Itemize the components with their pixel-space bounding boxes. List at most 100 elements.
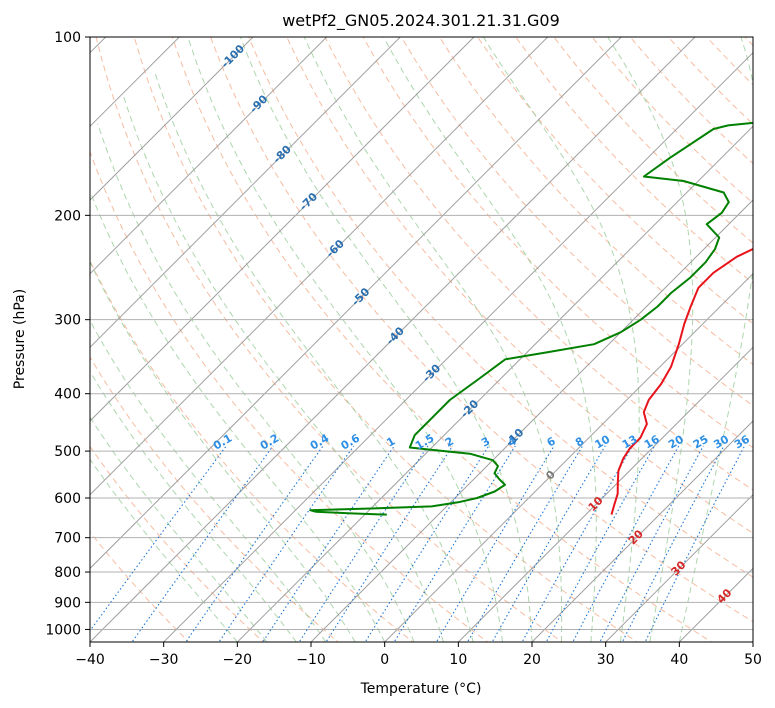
dry-adiabat — [90, 445, 265, 642]
y-tick-label: 200 — [54, 208, 81, 224]
x-tick-label: 10 — [449, 652, 467, 668]
x-tick-label: −30 — [149, 652, 179, 668]
isotherm-label: 0 — [543, 468, 558, 483]
mixing-ratio-line — [185, 445, 324, 642]
mixing-ratio-line — [545, 445, 656, 642]
mixing-ratio-line — [393, 445, 516, 642]
mixing-ratio-label: 0.2 — [258, 432, 281, 453]
y-tick-label: 600 — [54, 491, 81, 507]
mixing-ratio-label: 30 — [711, 432, 731, 451]
mixing-ratio-line — [262, 445, 395, 642]
y-tick-label: 100 — [54, 30, 81, 46]
mixing-ratio-line — [364, 445, 490, 642]
moist-adiabat — [607, 37, 694, 642]
temperature-profile-line — [610, 247, 753, 515]
mixing-ratio-line — [466, 445, 584, 642]
y-tick-label: 500 — [54, 444, 81, 460]
mixing-ratio-line — [599, 445, 704, 642]
x-tick-label: −10 — [296, 652, 326, 668]
dry-adiabat — [90, 259, 414, 642]
dry-adiabat — [324, 37, 753, 491]
isotherm — [604, 493, 753, 642]
isotherm — [457, 346, 753, 642]
y-tick-label: 400 — [54, 387, 81, 403]
moist-adiabat — [482, 37, 640, 642]
mixing-ratio-label: 25 — [691, 433, 711, 452]
dry-adiabat — [90, 150, 489, 642]
dry-adiabat — [591, 37, 753, 204]
y-tick-label: 900 — [54, 595, 81, 611]
moist-adiabat — [678, 37, 753, 642]
background-lines — [0, 10, 753, 654]
moist-adiabat — [90, 370, 297, 642]
isotherm — [90, 37, 328, 275]
mixing-ratio-label: 6 — [545, 434, 558, 449]
moist-adiabat — [239, 37, 533, 642]
moist-adiabat — [90, 319, 327, 642]
mixing-ratio-line — [491, 445, 606, 642]
dry-adiabat — [438, 37, 753, 366]
dry-adiabat — [210, 37, 753, 623]
dewpoint-profile-line — [309, 121, 753, 516]
mixing-ratio-label: 10 — [592, 432, 612, 451]
dry-adiabat — [744, 37, 753, 47]
moist-adiabat — [90, 260, 356, 642]
y-tick-label: 300 — [54, 313, 81, 329]
mixing-ratio-label: 1 — [384, 435, 397, 450]
x-axis-title: Temperature (°C) — [360, 681, 482, 697]
isotherm — [236, 125, 753, 642]
mixing-ratio-line — [218, 445, 355, 642]
dry-adiabat — [286, 37, 753, 534]
y-tick-label: 800 — [54, 565, 81, 581]
moist-adiabat — [90, 189, 386, 642]
mixing-ratio-label: 0.1 — [211, 432, 234, 453]
mixing-ratio-label: 0.6 — [339, 431, 363, 452]
x-tick-label: −20 — [223, 652, 253, 668]
isotherm — [90, 37, 254, 201]
isotherm — [752, 641, 753, 642]
isotherm — [383, 272, 753, 642]
mixing-ratio-label: 0.4 — [308, 431, 332, 452]
isotherm — [162, 51, 753, 642]
chart-title: wetPf2_GN05.2024.301.21.31.G09 — [282, 11, 560, 31]
dry-adiabat — [400, 37, 753, 407]
moist-adiabat — [90, 416, 268, 642]
isotherm — [531, 420, 753, 642]
x-axis-ticks: −40 −30 −20 −10 0 10 20 30 40 50 — [75, 642, 762, 668]
mixing-ratio-line — [572, 445, 680, 642]
y-axis-title: Pressure (hPa) — [12, 289, 28, 389]
isotherm — [90, 37, 696, 642]
isotherm — [90, 37, 623, 570]
mixing-ratio-line — [298, 445, 429, 642]
x-tick-label: 40 — [670, 652, 688, 668]
isotherm — [90, 37, 549, 496]
isotherm — [90, 37, 475, 422]
isotherm-label: -20 — [458, 397, 481, 420]
x-tick-label: 50 — [744, 652, 762, 668]
x-tick-label: 30 — [597, 652, 615, 668]
dry-adiabat — [362, 37, 753, 449]
moist-adiabat — [97, 123, 415, 642]
dry-adiabat — [553, 37, 753, 244]
isotherm — [90, 37, 181, 128]
mixing-ratio-label: 2 — [443, 435, 456, 450]
moist-adiabat — [122, 94, 445, 642]
x-tick-label: −40 — [75, 652, 105, 668]
moist-adiabat — [154, 72, 474, 642]
isotherm — [678, 567, 753, 642]
dry-adiabat — [477, 37, 753, 325]
moist-adiabat — [383, 37, 597, 642]
y-tick-label: 700 — [54, 531, 81, 547]
dry-adiabat — [515, 37, 753, 284]
isotherm — [310, 199, 753, 642]
moist-adiabat — [303, 37, 563, 642]
isotherm — [0, 10, 59, 654]
mixing-ratio-label: 13 — [620, 433, 640, 452]
sounding-lines — [309, 121, 753, 516]
plot-frame — [89, 36, 754, 643]
y-axis-ticks: 100 200 300 400 500 600 700 800 900 1000 — [45, 30, 90, 638]
mixing-ratio-line — [644, 445, 746, 642]
x-tick-label: 20 — [523, 652, 541, 668]
moist-adiabat — [187, 37, 503, 642]
